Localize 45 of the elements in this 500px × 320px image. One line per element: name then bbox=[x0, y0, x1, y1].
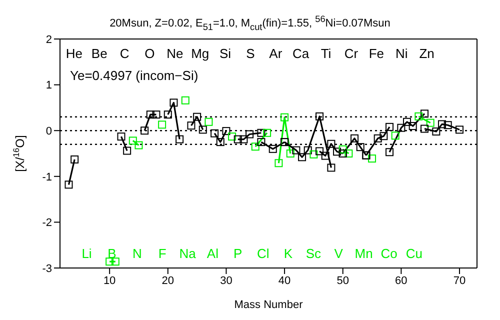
annotation: Cl bbox=[256, 246, 270, 261]
annotation: F bbox=[158, 246, 166, 261]
x-tick-label: 50 bbox=[336, 274, 349, 287]
y-tick-label: -1 bbox=[42, 171, 52, 184]
x-tick-label: 10 bbox=[103, 274, 116, 287]
x-axis-title: Mass Number bbox=[234, 299, 304, 311]
annotation: Ne bbox=[166, 46, 184, 61]
annotation: Ni bbox=[395, 46, 408, 61]
annotation: Sc bbox=[306, 246, 322, 261]
y-tick-label: 0 bbox=[46, 126, 52, 138]
y-tick-label: -2 bbox=[42, 217, 52, 230]
x-tick-label: 60 bbox=[395, 274, 408, 287]
x-tick-label: 40 bbox=[278, 274, 291, 287]
annotation: Fe bbox=[368, 46, 384, 61]
annotation: Al bbox=[206, 246, 218, 261]
annotation: Cr bbox=[344, 46, 358, 61]
annotation: S bbox=[246, 46, 255, 61]
annotation: He bbox=[66, 46, 82, 61]
x-tick-label: 70 bbox=[453, 274, 466, 287]
annotation: C bbox=[120, 46, 130, 61]
chart-title: 20Msun, Z=0.02, E$_{51}$=1.0, M$_{cut}$(fin)=1.55, $^{56}$Ni=0.07Msun bbox=[108, 13, 392, 32]
annotation: Cu bbox=[406, 246, 422, 261]
y-tick-label: 2 bbox=[46, 34, 52, 46]
annotation: Zn bbox=[419, 46, 434, 61]
x-tick-label: 20 bbox=[162, 274, 174, 287]
annotation: Mg bbox=[191, 46, 210, 61]
y-tick-label: 1 bbox=[46, 80, 52, 92]
annotation: Ye=0.4997 (incom−Si) bbox=[70, 68, 198, 83]
annotation: Ar bbox=[269, 46, 282, 61]
annotation: N bbox=[132, 246, 142, 261]
annotation: Be bbox=[91, 46, 108, 61]
annotation: K bbox=[284, 246, 293, 261]
annotation: Li bbox=[82, 246, 92, 261]
x-tick-label: 30 bbox=[220, 274, 232, 287]
annotation: Co bbox=[380, 246, 398, 261]
annotation: V bbox=[334, 246, 343, 261]
annotation: O bbox=[144, 46, 155, 61]
annotation: B bbox=[108, 246, 116, 261]
annotation: Na bbox=[179, 246, 196, 261]
annotation: Mn bbox=[354, 246, 373, 261]
annotation: Si bbox=[220, 46, 232, 61]
y-tick-label: -3 bbox=[42, 262, 52, 275]
annotation: Ti bbox=[320, 46, 332, 61]
annotation: Ca bbox=[292, 46, 310, 61]
annotation: P bbox=[234, 246, 242, 261]
